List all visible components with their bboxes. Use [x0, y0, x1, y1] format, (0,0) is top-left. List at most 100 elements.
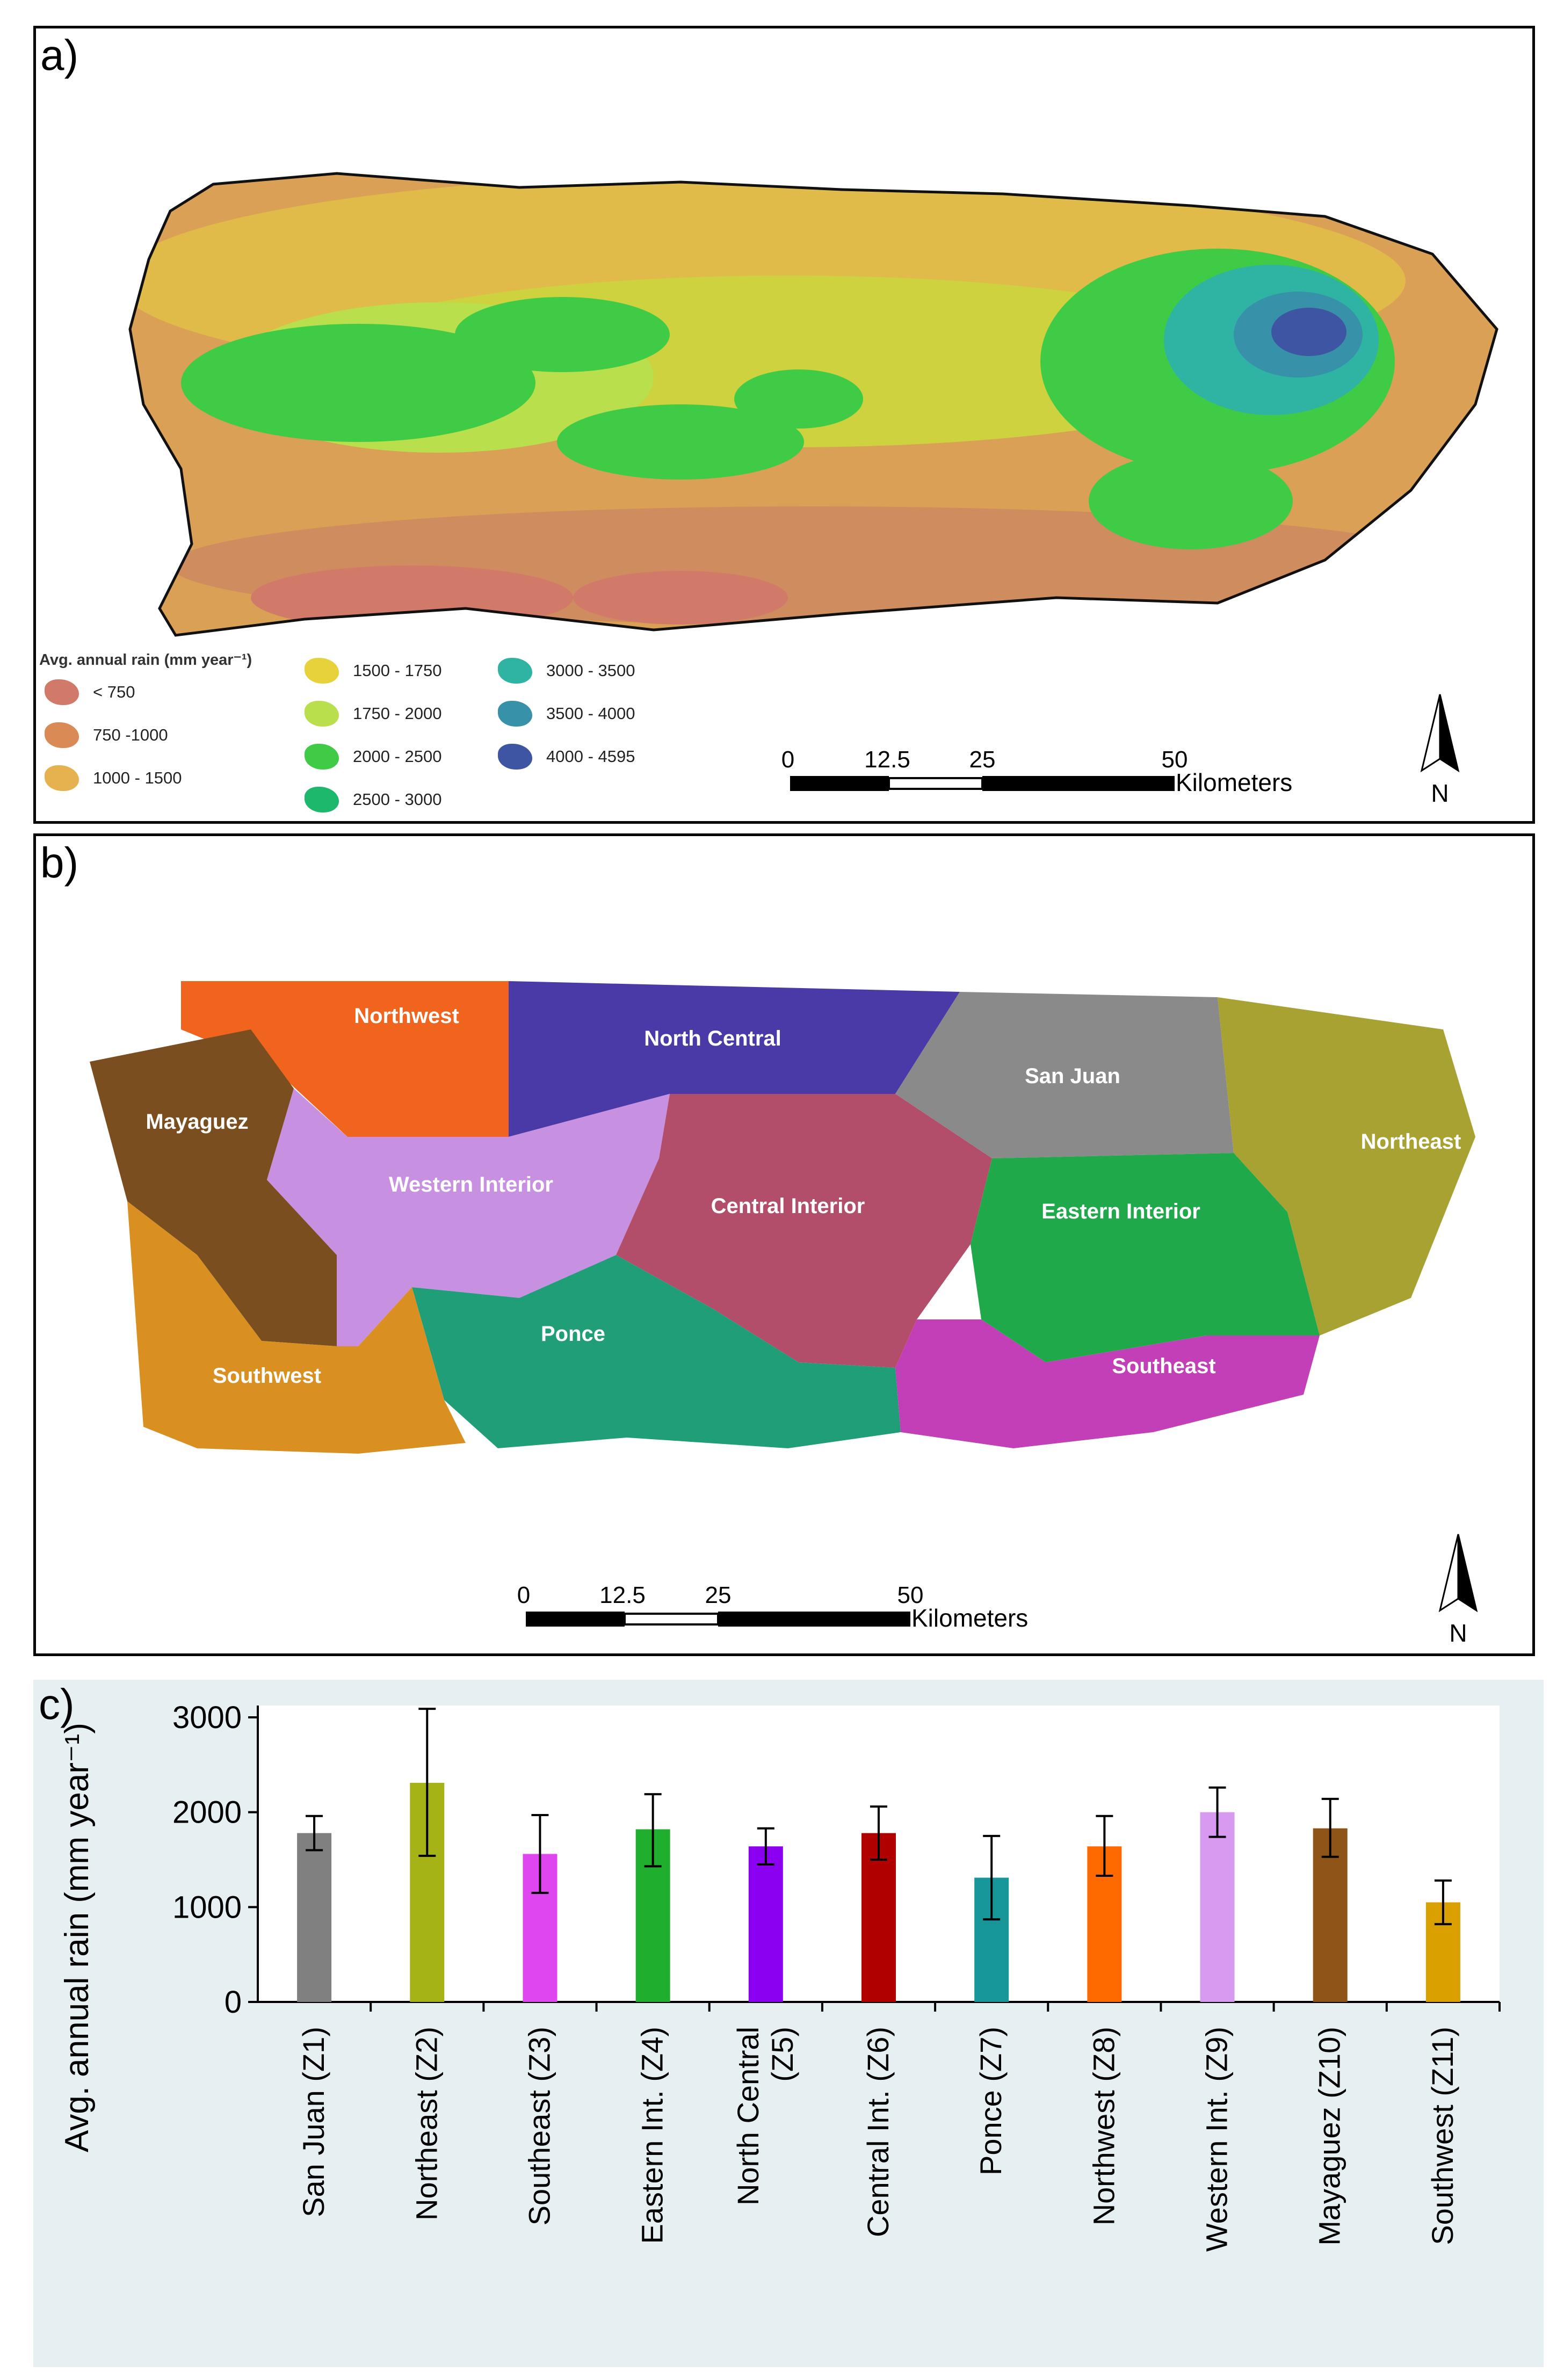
legend-swatch-icon — [45, 679, 79, 705]
legend-item: 1750 - 2000 — [305, 692, 441, 735]
zone-label-ponce: Ponce — [541, 1322, 605, 1346]
y-tick-label: 3000 — [172, 1700, 242, 1735]
bar-5 — [748, 1846, 783, 2002]
north-arrow-b: N — [1438, 1534, 1478, 1647]
zone-san-juan — [895, 992, 1234, 1158]
legend-item: < 750 — [45, 671, 182, 714]
x-category-label: Central Int. (Z6) — [861, 2027, 895, 2237]
legend-label: 2000 - 2500 — [353, 747, 442, 766]
zone-label-southeast: Southeast — [1112, 1354, 1215, 1378]
x-category-label: Northeast (Z2) — [409, 2027, 443, 2221]
legend-item: 2500 - 3000 — [305, 778, 441, 821]
legend-item: 4000 - 4595 — [498, 735, 635, 778]
legend-item: 3000 - 3500 — [498, 649, 635, 692]
rain-map: 0 12.5 25 50 Kilometers N — [128, 172, 1498, 807]
legend-title: Avg. annual rain (mm year⁻¹) — [39, 651, 252, 669]
legend-col-3: 3000 - 3500 3500 - 4000 4000 - 4595 — [498, 649, 635, 778]
x-category-label: Northwest (Z8) — [1087, 2027, 1120, 2225]
scale-tick-50: 50 — [1162, 746, 1188, 773]
x-category-label: Ponce (Z7) — [974, 2027, 1008, 2175]
zone-map: Northwest North Central San Juan Northea… — [90, 981, 1478, 1647]
legend-swatch-icon — [305, 787, 339, 812]
scale-bar-a: 0 12.5 25 50 Kilometers — [781, 746, 1293, 796]
legend-swatch-icon — [498, 701, 532, 727]
north-arrow-a: N — [1420, 694, 1460, 807]
scale-tick-12-5: 12.5 — [864, 746, 910, 773]
legend-swatch-icon — [498, 658, 532, 684]
scale-tick-0: 0 — [781, 746, 794, 773]
legend-label: 1000 - 1500 — [93, 768, 182, 787]
y-tick-label: 0 — [225, 1985, 242, 2020]
scale-tick-25: 25 — [705, 1582, 732, 1608]
zone-northwest — [181, 981, 509, 1137]
x-category-label: Western Int. (Z9) — [1200, 2027, 1234, 2252]
y-tick-label: 1000 — [172, 1890, 242, 1925]
legend-swatch-icon — [45, 722, 79, 748]
legend-label: < 750 — [93, 683, 135, 701]
zone-label-san-juan: San Juan — [1025, 1064, 1120, 1088]
x-category-label: San Juan (Z1) — [296, 2027, 330, 2217]
panel-b-zone-map: b) Northwest North Central San Juan Nort… — [33, 833, 1535, 1656]
zone-label-northwest: Northwest — [354, 1004, 459, 1028]
scale-unit: Kilometers — [1176, 768, 1292, 796]
zone-label-central-interior: Central Interior — [711, 1194, 865, 1218]
scale-tick-0: 0 — [517, 1582, 530, 1608]
panel-a-label: a) — [40, 31, 79, 79]
bar-9 — [1200, 1812, 1235, 2002]
x-category-label: Mayaguez (Z10) — [1313, 2027, 1346, 2246]
zone-label-eastern-interior: Eastern Interior — [1041, 1200, 1200, 1223]
y-axis-label: Avg. annual rain (mm year⁻¹) — [59, 1723, 96, 2152]
scale-tick-12-5: 12.5 — [599, 1582, 646, 1608]
zone-label-southwest: Southwest — [213, 1364, 321, 1388]
scale-tick-50: 50 — [897, 1582, 924, 1608]
legend-swatch-icon — [498, 744, 532, 770]
scale-bar-b: 0 12.5 25 50 Kilometers — [517, 1582, 1029, 1632]
zone-southeast — [895, 1319, 1320, 1448]
zone-north-central — [509, 981, 960, 1137]
legend-swatch-icon — [305, 658, 339, 684]
x-category-label: Southeast (Z3) — [522, 2027, 556, 2225]
legend-col-2: 1500 - 1750 1750 - 2000 2000 - 2500 2500 - … — [305, 649, 441, 821]
legend-item: 1500 - 1750 — [305, 649, 441, 692]
zone-southwest — [127, 1201, 466, 1454]
y-tick-label: 2000 — [172, 1795, 242, 1830]
panel-a-rain-map: a) 0 12.5 — [33, 26, 1535, 824]
legend-label: 4000 - 4595 — [546, 747, 635, 766]
x-category-label: Southwest (Z11) — [1425, 2027, 1459, 2245]
zone-ponce — [412, 1255, 901, 1448]
zone-eastern-interior — [971, 1153, 1320, 1362]
legend-item: 2000 - 2500 — [305, 735, 441, 778]
legend-label: 1750 - 2000 — [353, 704, 442, 723]
legend-label: 1500 - 1750 — [353, 661, 442, 680]
x-category-label: Eastern Int. (Z4) — [635, 2027, 669, 2244]
bar-1 — [297, 1833, 332, 2002]
legend-swatch-icon — [45, 765, 79, 791]
legend-item: 750 -1000 — [45, 714, 182, 757]
legend-label: 750 -1000 — [93, 725, 168, 744]
legend-label: 2500 - 3000 — [353, 790, 442, 809]
north-label: N — [1449, 1619, 1467, 1647]
bar-6 — [861, 1833, 896, 2002]
north-label: N — [1431, 779, 1449, 807]
scale-tick-25: 25 — [969, 746, 996, 773]
panel-c-label: c) — [39, 1680, 75, 1728]
legend-col-1: < 750 750 -1000 1000 - 1500 — [45, 671, 182, 800]
zone-western-interior — [267, 1089, 670, 1346]
zone-label-mayaguez: Mayaguez — [146, 1110, 248, 1134]
legend-item: 1000 - 1500 — [45, 757, 182, 800]
legend-label: 3500 - 4000 — [546, 704, 635, 723]
x-category-label: North Central(Z5) — [731, 2027, 799, 2205]
panel-b-label: b) — [40, 839, 79, 887]
zone-northeast — [1218, 997, 1475, 1336]
legend-swatch-icon — [305, 701, 339, 727]
legend-swatch-icon — [305, 744, 339, 770]
rain-bar-chart: Avg. annual rain (mm year⁻¹) 0 1000 2000 30… — [59, 1700, 1501, 2252]
panel-c-bar-chart: c) Avg. annual rain (mm year⁻¹) 0 1000 200… — [33, 1680, 1544, 2367]
zone-label-north-central: North Central — [644, 1027, 781, 1050]
zone-mayaguez — [90, 1029, 337, 1346]
zone-label-northeast: Northeast — [1361, 1130, 1461, 1153]
zone-central-interior — [616, 1094, 992, 1368]
scale-unit: Kilometers — [911, 1604, 1028, 1632]
zone-label-western-interior: Western Interior — [389, 1173, 553, 1196]
legend-label: 3000 - 3500 — [546, 661, 635, 680]
